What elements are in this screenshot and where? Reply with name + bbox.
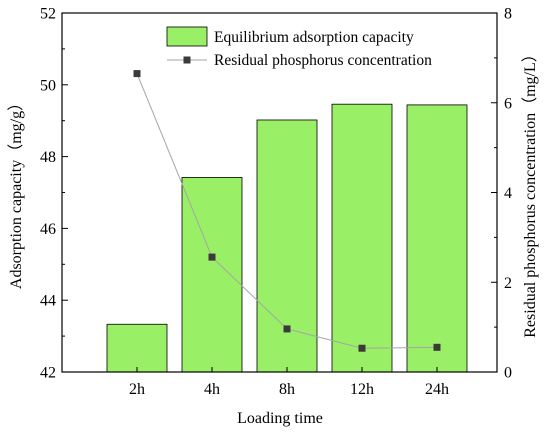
line-point-2h xyxy=(133,70,141,78)
right-tick-label: 8 xyxy=(504,6,512,23)
line-point-4h xyxy=(208,253,216,261)
left-tick-label: 48 xyxy=(40,149,56,166)
legend-line-marker xyxy=(183,56,191,64)
legend-bar-swatch xyxy=(166,26,208,47)
x-axis-title: Loading time xyxy=(237,410,323,427)
bar-12h xyxy=(331,103,393,373)
left-tick-label: 50 xyxy=(40,77,56,94)
x-tick-label-4h: 4h xyxy=(204,381,220,398)
x-tick-label-8h: 8h xyxy=(279,381,295,398)
line-point-12h xyxy=(358,344,366,352)
left-axis: 42 44 46 48 50 52 xyxy=(40,6,68,382)
right-tick-label: 6 xyxy=(504,95,512,112)
line-point-8h xyxy=(283,325,291,333)
line-point-24h xyxy=(433,343,441,351)
right-tick-label: 4 xyxy=(504,185,512,202)
left-tick-label: 46 xyxy=(40,221,56,238)
bar-4h xyxy=(181,177,243,373)
right-tick-label: 2 xyxy=(504,275,512,292)
left-tick-label: 42 xyxy=(40,365,56,382)
x-tick-label-2h: 2h xyxy=(129,381,145,398)
left-tick-label: 52 xyxy=(40,6,56,23)
bar-8h xyxy=(256,119,318,373)
bar-group xyxy=(106,103,468,373)
legend-bar-label: Equilibrium adsorption capacity xyxy=(214,29,414,46)
x-axis: 2h 4h 8h 12h 24h xyxy=(129,367,449,398)
line-series-group xyxy=(133,70,441,352)
left-tick-label: 44 xyxy=(40,293,56,310)
right-axis-title: Residual phosphorus concentration（mg/L） xyxy=(521,46,539,338)
x-tick-label-24h: 24h xyxy=(425,381,449,398)
right-tick-label: 0 xyxy=(504,365,512,382)
left-axis-title: Adsorption capacity（mg/g） xyxy=(7,95,25,289)
legend-line-label: Residual phosphorus concentration xyxy=(214,52,432,69)
legend: Equilibrium adsorption capacity Residual… xyxy=(166,26,432,69)
bar-24h xyxy=(406,104,468,373)
bar-2h xyxy=(106,323,168,373)
right-axis: 0 2 4 6 8 xyxy=(491,6,512,382)
x-tick-label-12h: 12h xyxy=(350,381,374,398)
